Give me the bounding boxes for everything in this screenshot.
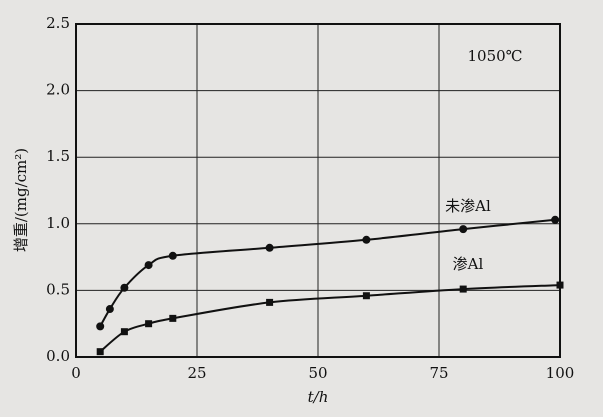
y-tick-label: 2.5 <box>46 14 70 32</box>
x-tick-label: 25 <box>187 364 206 382</box>
data-point <box>459 285 467 293</box>
series-label: 渗Al <box>453 255 484 273</box>
x-tick-label: 75 <box>429 364 448 382</box>
data-point <box>168 251 177 260</box>
y-tick-label: 0.5 <box>46 280 70 298</box>
data-point <box>362 292 370 300</box>
annotation: 1050℃ <box>468 47 523 65</box>
data-point <box>145 320 153 328</box>
series-line <box>99 218 556 327</box>
x-tick-label: 100 <box>546 364 575 382</box>
data-point <box>265 243 274 252</box>
y-tick-label: 2.0 <box>46 81 70 99</box>
plot-frame <box>75 23 561 358</box>
x-axis-label: t/h <box>308 388 329 406</box>
data-point <box>551 215 560 224</box>
y-tick-label: 0.0 <box>46 347 70 365</box>
data-point <box>144 261 153 270</box>
data-point <box>96 348 104 356</box>
x-tick-label: 0 <box>71 364 81 382</box>
data-point <box>105 305 114 314</box>
data-point <box>96 322 105 331</box>
data-point <box>556 281 564 289</box>
data-point <box>120 328 128 336</box>
data-point <box>169 314 177 322</box>
data-point <box>459 225 468 234</box>
y-axis-label: 增重/(mg/cm²) <box>12 148 30 252</box>
y-tick-label: 1.0 <box>46 214 70 232</box>
series-line <box>99 284 561 353</box>
x-tick-label: 50 <box>308 364 327 382</box>
data-point <box>120 283 129 292</box>
series-label: 未渗Al <box>445 197 491 215</box>
y-tick-label: 1.5 <box>46 147 70 165</box>
data-point <box>362 235 371 244</box>
data-point <box>266 298 274 306</box>
